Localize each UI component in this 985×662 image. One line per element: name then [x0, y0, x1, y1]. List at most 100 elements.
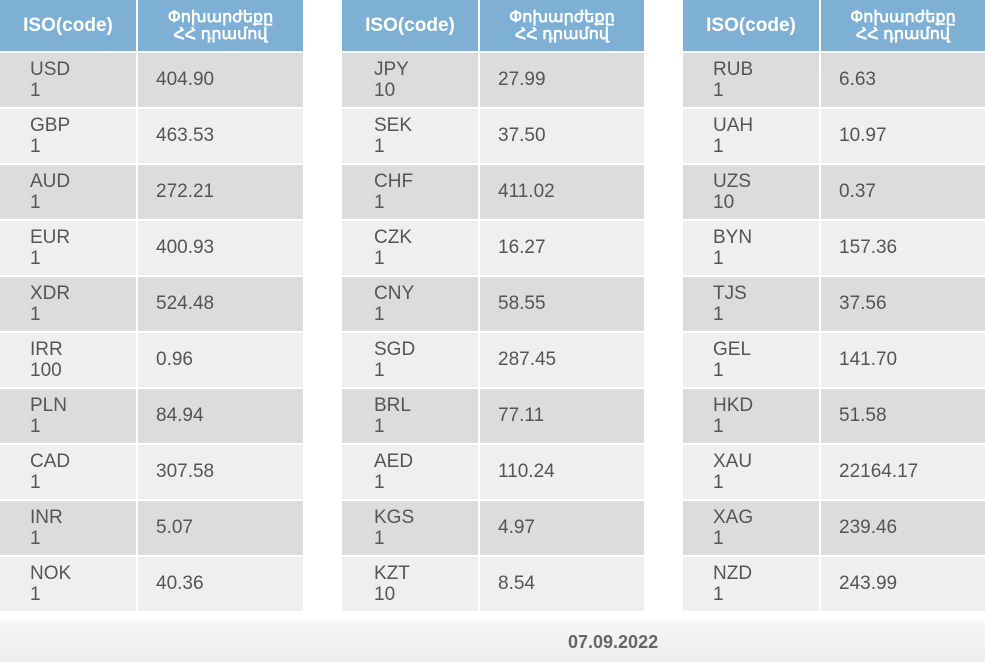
currency-code: CZK [374, 227, 412, 248]
exchange-rate-value: 51.58 [819, 389, 985, 443]
currency-cell: NOK 1 [0, 557, 136, 611]
table-row: XAU 1 22164.17 [683, 445, 985, 499]
currency-unit: 1 [30, 584, 41, 605]
rates-table-2: ISO(code) Փոխարժեքը ՀՀ դրամով JPY 10 27.99… [342, 0, 644, 613]
currency-cell: XAG 1 [683, 501, 819, 555]
exchange-rate-value: 157.36 [819, 221, 985, 275]
rates-table-1: ISO(code) Փոխարժեքը ՀՀ դրամով USD 1 404.90… [0, 0, 303, 613]
currency-code: SGD [374, 339, 416, 360]
exchange-rate-value: 404.90 [136, 53, 303, 107]
currency-code: CHF [374, 171, 414, 192]
currency-unit: 100 [30, 360, 62, 381]
currency-code: KGS [374, 507, 415, 528]
table-row: CZK 1 16.27 [342, 221, 644, 275]
table-row: GBP 1 463.53 [0, 109, 303, 163]
table-row: IRR 100 0.96 [0, 333, 303, 387]
currency-unit: 1 [374, 416, 385, 437]
currency-unit: 10 [374, 80, 396, 101]
rates-table-body: USD 1 404.90 GBP 1 463.53 AUD 1 272.21 EUR 1 400.93… [0, 53, 303, 611]
currency-cell: KGS 1 [342, 501, 478, 555]
currency-code: GEL [713, 339, 752, 360]
rate-header-line1: Փոխարժեքը [850, 8, 956, 26]
exchange-rate-value: 37.56 [819, 277, 985, 331]
currency-cell: BYN 1 [683, 221, 819, 275]
footer-bar: 07.09.2022 [0, 620, 985, 662]
currency-unit: 1 [374, 360, 385, 381]
currency-unit: 1 [713, 416, 724, 437]
table-header-row: ISO(code) Փոխարժեքը ՀՀ դրամով [342, 0, 644, 51]
currency-cell: AED 1 [342, 445, 478, 499]
currency-code: XAG [713, 507, 754, 528]
currency-unit: 1 [374, 528, 385, 549]
currency-code: EUR [30, 227, 71, 248]
currency-cell: GBP 1 [0, 109, 136, 163]
currency-unit: 1 [374, 136, 385, 157]
exchange-rate-value: 400.93 [136, 221, 303, 275]
currency-cell: CAD 1 [0, 445, 136, 499]
currency-cell: UAH 1 [683, 109, 819, 163]
table-row: AUD 1 272.21 [0, 165, 303, 219]
exchange-rate-value: 6.63 [819, 53, 985, 107]
currency-code: AED [374, 451, 414, 472]
currency-unit: 1 [374, 192, 385, 213]
currency-unit: 1 [30, 80, 41, 101]
currency-cell: EUR 1 [0, 221, 136, 275]
currency-cell: CZK 1 [342, 221, 478, 275]
table-row: CNY 1 58.55 [342, 277, 644, 331]
rate-header-line2: ՀՀ դրամով [514, 25, 610, 43]
currency-cell: TJS 1 [683, 277, 819, 331]
rate-header-line1: Փոխարժեքը [509, 8, 615, 26]
table-row: KZT 10 8.54 [342, 557, 644, 611]
currency-cell: JPY 10 [342, 53, 478, 107]
currency-unit: 1 [713, 136, 724, 157]
currency-cell: INR 1 [0, 501, 136, 555]
currency-cell: AUD 1 [0, 165, 136, 219]
table-row: NOK 1 40.36 [0, 557, 303, 611]
currency-unit: 1 [30, 528, 41, 549]
exchange-rate-value: 4.97 [478, 501, 644, 555]
currency-code: AUD [30, 171, 71, 192]
exchange-rate-value: 8.54 [478, 557, 644, 611]
currency-cell: KZT 10 [342, 557, 478, 611]
rates-table-3: ISO(code) Փոխարժեքը ՀՀ դրամով RUB 1 6.63 UA… [683, 0, 985, 613]
exchange-rate-value: 84.94 [136, 389, 303, 443]
currency-cell: CNY 1 [342, 277, 478, 331]
exchange-rate-value: 307.58 [136, 445, 303, 499]
currency-unit: 1 [713, 248, 724, 269]
table-row: SEK 1 37.50 [342, 109, 644, 163]
rates-table-body: JPY 10 27.99 SEK 1 37.50 CHF 1 411.02 CZK 1 16.27 CN… [342, 53, 644, 611]
rates-table-body: RUB 1 6.63 UAH 1 10.97 UZS 10 0.37 BYN 1 157.36 TJS 1… [683, 53, 985, 611]
exchange-rate-value: 0.37 [819, 165, 985, 219]
currency-unit: 1 [30, 248, 41, 269]
table-row: RUB 1 6.63 [683, 53, 985, 107]
rate-header: Փոխարժեքը ՀՀ դրամով [136, 0, 303, 51]
currency-cell: SGD 1 [342, 333, 478, 387]
exchange-rate-value: 0.96 [136, 333, 303, 387]
currency-code: BRL [374, 395, 411, 416]
currency-unit: 1 [374, 304, 385, 325]
currency-cell: PLN 1 [0, 389, 136, 443]
table-row: GEL 1 141.70 [683, 333, 985, 387]
currency-cell: GEL 1 [683, 333, 819, 387]
currency-cell: RUB 1 [683, 53, 819, 107]
currency-unit: 1 [30, 472, 41, 493]
currency-cell: BRL 1 [342, 389, 478, 443]
iso-code-header: ISO(code) [342, 0, 478, 51]
exchange-rate-value: 5.07 [136, 501, 303, 555]
currency-code: BYN [713, 227, 753, 248]
table-row: UAH 1 10.97 [683, 109, 985, 163]
currency-code: GBP [30, 115, 71, 136]
table-row: EUR 1 400.93 [0, 221, 303, 275]
table-row: JPY 10 27.99 [342, 53, 644, 107]
currency-code: KZT [374, 563, 410, 584]
currency-unit: 1 [30, 136, 41, 157]
exchange-rate-value: 58.55 [478, 277, 644, 331]
currency-code: USD [30, 59, 71, 80]
table-row: PLN 1 84.94 [0, 389, 303, 443]
exchange-rate-value: 37.50 [478, 109, 644, 163]
currency-code: NZD [713, 563, 753, 584]
currency-cell: XDR 1 [0, 277, 136, 331]
currency-unit: 1 [713, 584, 724, 605]
currency-code: CNY [374, 283, 415, 304]
